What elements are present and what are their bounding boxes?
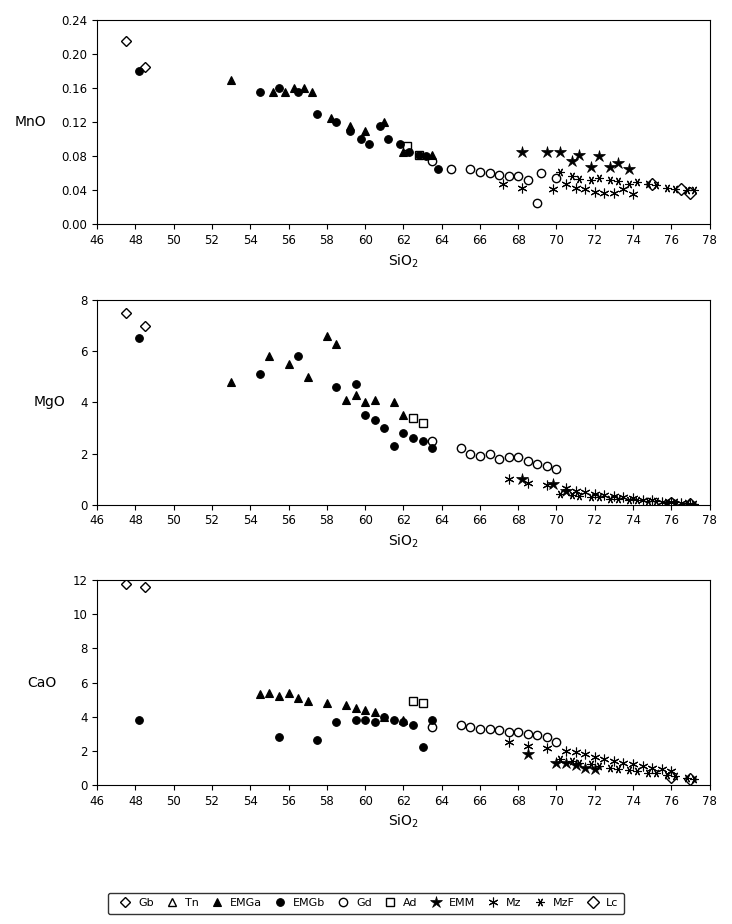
- Y-axis label: MnO: MnO: [15, 116, 47, 129]
- Y-axis label: MgO: MgO: [34, 395, 65, 409]
- X-axis label: SiO$_2$: SiO$_2$: [388, 533, 419, 551]
- Y-axis label: CaO: CaO: [27, 675, 56, 689]
- X-axis label: SiO$_2$: SiO$_2$: [388, 813, 419, 831]
- Legend: Gb, Tn, EMGa, EMGb, Gd, Ad, EMM, Mz, MzF, Lc: Gb, Tn, EMGa, EMGb, Gd, Ad, EMM, Mz, MzF…: [108, 893, 624, 914]
- X-axis label: SiO$_2$: SiO$_2$: [388, 253, 419, 270]
